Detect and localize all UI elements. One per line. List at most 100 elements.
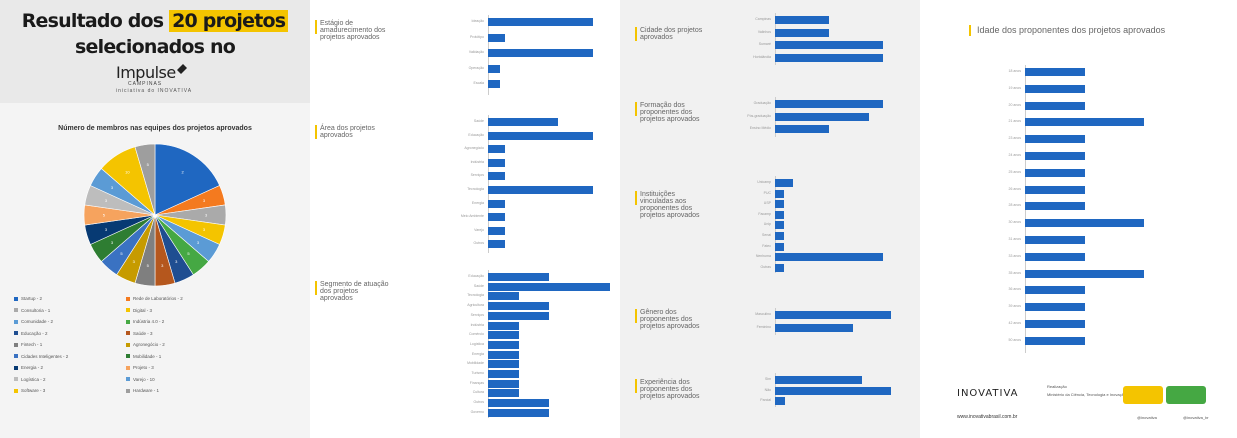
arrow-icon — [177, 64, 187, 74]
legend-item: Fintech - 1 — [14, 342, 42, 347]
legend-label: Comunidade - 2 — [21, 319, 54, 324]
title-prefix: Resultado dos — [21, 10, 170, 32]
bar-row: PUC — [764, 189, 901, 198]
bar-label: USP — [763, 201, 771, 206]
legend-swatch — [126, 354, 130, 358]
bar-row: Logística — [470, 340, 610, 349]
page-title-line1: Resultado dos 20 projetos — [0, 10, 310, 32]
legend-item: Digital - 3 — [126, 308, 152, 313]
legend-item: Saúde - 3 — [126, 331, 153, 336]
accent-bar — [635, 379, 637, 393]
bar-label: Fatec — [762, 243, 771, 248]
bar-label: Operação — [468, 65, 484, 70]
legend-swatch — [14, 331, 18, 335]
bar-label: Validação — [468, 50, 484, 54]
bar-label: Masculino — [755, 312, 771, 316]
footer-small-1: Realização — [1047, 384, 1067, 389]
bar-row: Nenhuma — [756, 253, 901, 262]
bar-row: Senai — [762, 232, 901, 240]
bar — [488, 389, 519, 398]
legend-label: Hardware - 1 — [133, 388, 160, 393]
bar-label: 18 anos — [1008, 69, 1021, 73]
bar-row: Valinhos — [758, 28, 901, 37]
bar — [488, 399, 549, 408]
bar-row: 20 anos — [1009, 101, 1150, 110]
legend-label: Cidades Inteligentes - 2 — [21, 353, 69, 359]
pie-slice-label-3: 3 — [203, 227, 206, 232]
bar-row: 28 anos — [1009, 202, 1150, 211]
bar — [775, 53, 883, 62]
bar-row: Meio Ambiente — [461, 213, 610, 222]
bar-label: 42 anos — [1008, 321, 1021, 325]
pie-slice-17 — [134, 143, 156, 216]
bar — [1025, 168, 1085, 177]
chart-title: Área dos projetos aprovados — [315, 125, 390, 139]
bar-row: Masculino — [755, 311, 901, 319]
legend-item: Indústria 4.0 - 2 — [126, 319, 164, 324]
legend-item: Consultoria - 1 — [14, 308, 50, 313]
bar — [488, 240, 506, 249]
bar — [775, 16, 829, 24]
bar — [1025, 135, 1085, 144]
footer-url[interactable]: www.inovativabrasil.com.br — [957, 414, 1018, 420]
bar — [775, 28, 829, 37]
bar — [1025, 236, 1085, 244]
bar — [775, 397, 785, 406]
bar — [775, 386, 892, 395]
impulse-sub: CAMPINAS — [128, 81, 163, 87]
bar-label: 33 anos — [1008, 253, 1021, 258]
footer: INOVATIVA Realização Ministério da Ciênc… — [957, 376, 1227, 436]
bar-row: Unicamp — [757, 179, 901, 187]
bar-label: PUC — [763, 190, 771, 195]
bar — [1025, 286, 1085, 295]
legend-swatch — [14, 296, 18, 301]
bar — [488, 360, 519, 369]
bar-row: Governo — [471, 408, 610, 417]
bar-row: Energia — [472, 199, 610, 208]
pie-slice-label-7: 3 — [161, 263, 164, 268]
bar-label: Nenhuma — [755, 254, 771, 259]
bar-label: Meio Ambiente — [460, 214, 484, 219]
bar-label: Parcial — [760, 398, 771, 403]
bar — [488, 80, 501, 88]
bar-label: 28 anos — [1008, 203, 1021, 208]
footer-social-2[interactable]: @inovativa_br — [1183, 415, 1209, 420]
bar — [1025, 202, 1085, 211]
footer-social-1[interactable]: @inovativa — [1137, 415, 1157, 420]
bar — [1025, 219, 1145, 228]
legend-label: Varejo - 10 — [133, 376, 155, 382]
legend-swatch — [126, 331, 130, 335]
bar-label: 24 anos — [1008, 153, 1021, 157]
bar-label: Indústria — [470, 322, 484, 327]
bar-row: 42 anos — [1009, 320, 1150, 328]
legend-label: Energia - 2 — [21, 365, 44, 370]
legend-label: Saúde - 3 — [133, 330, 153, 336]
bar — [775, 189, 784, 198]
bar-label: 23 anos — [1008, 136, 1021, 141]
bar — [775, 210, 784, 219]
bar-row: 39 anos — [1009, 303, 1150, 312]
chart-title-text: Cidade dos projetos aprovados — [640, 27, 703, 41]
legend-label: Startup - 2 — [21, 296, 43, 301]
bar — [1025, 101, 1085, 110]
accent-bar — [315, 125, 317, 139]
legend-swatch — [14, 319, 18, 324]
bar — [488, 213, 506, 222]
bar — [1025, 84, 1085, 93]
bar-label: Saúde — [473, 119, 484, 123]
bar-row: Comércio — [469, 331, 610, 340]
legend-item: Comunidade - 2 — [14, 319, 53, 324]
bar-row: Educação — [468, 131, 610, 140]
bar — [488, 131, 593, 140]
bar-label: Indústria — [470, 159, 484, 164]
bar-row: Outros — [473, 399, 610, 408]
bar — [775, 41, 883, 49]
chart-title-text: Segmento de atuação dos projetos aprovad… — [320, 281, 389, 302]
legend-item: Energia - 2 — [14, 365, 43, 370]
chart-title-text: Área dos projetos aprovados — [320, 125, 375, 139]
bar-label: 30 anos — [1008, 220, 1021, 225]
legend-label: Indústria 4.0 - 2 — [133, 319, 165, 324]
bar-row: Saúde — [474, 282, 610, 291]
bar-row: Indústria — [471, 158, 610, 167]
bar-label: Campinas — [755, 17, 771, 21]
